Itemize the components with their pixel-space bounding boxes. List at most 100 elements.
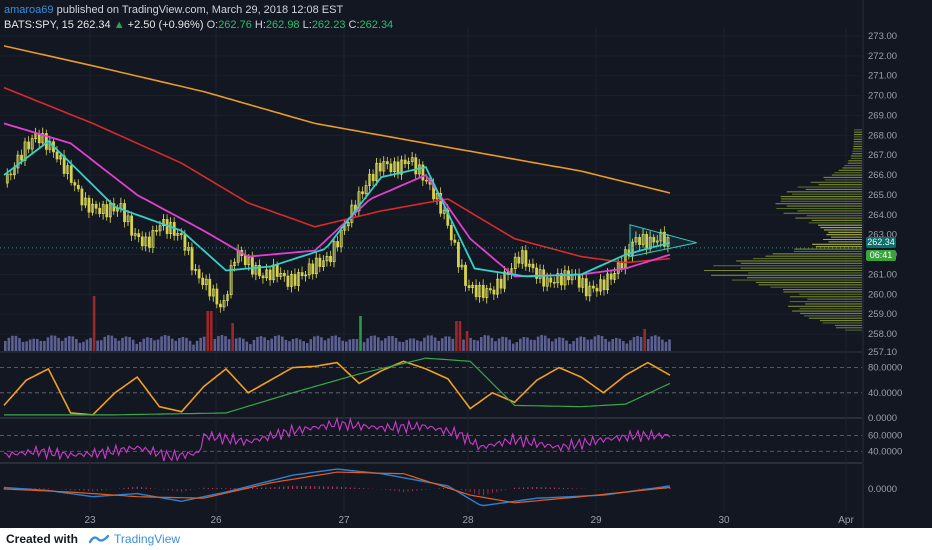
candle-body [101,204,105,215]
stoch-tick-label: 40.0000 [868,388,902,399]
volume-bar [14,335,18,351]
tradingview-brand[interactable]: TradingView [114,532,181,546]
candle-body [215,288,219,305]
volume-bar [60,340,64,351]
volume-bar [107,335,110,351]
candle-body [155,230,158,232]
volume-bar [210,311,213,351]
candle-body [371,173,375,182]
candle-body [460,264,464,268]
symbol-label[interactable]: BATS:SPY, 15 [4,19,74,31]
stoch-tick-label: 80.0000 [868,363,902,374]
volume-bar [234,338,238,351]
price-tick-label: 267.00 [868,150,897,161]
candle-body [318,257,322,267]
candle-body [343,225,347,231]
candle-body [517,256,521,264]
candle-body [357,191,361,212]
candle-body [496,278,499,295]
candle-body [602,279,606,291]
candle-body [442,209,446,214]
volume-bar [547,338,551,351]
candle-body [552,281,556,284]
candle-body [133,233,137,236]
volume-bar [661,339,664,351]
candle-body [98,207,102,215]
price-tick-label: 265.00 [868,190,897,201]
volume-bar [284,339,288,351]
volume-bar [504,337,508,351]
candle-body [393,161,396,173]
volume-bar [32,338,36,351]
x-tick-label: Apr [838,515,854,526]
volume-bar [668,339,671,351]
volume-bar [572,341,575,351]
volume-bar [462,339,465,351]
footer-bar: Created with TradingView [0,528,932,550]
volume-bar [657,336,661,351]
volume-bar [131,339,135,351]
price-badge: 262.34 [866,237,896,248]
candle-body [485,288,489,298]
symbol-header: BATS:SPY, 15 262.34 ▲ +2.50 (+0.96%) O:2… [4,19,393,31]
candle-body [464,264,467,286]
volume-bar [206,311,210,351]
candle-body [126,215,130,223]
open-label: O: [206,19,219,31]
volume-bar [398,341,401,351]
volume-bar [224,336,227,351]
volume-bar [401,342,405,351]
volume-bar [405,339,408,351]
x-tick-label: 23 [84,515,96,526]
volume-bar [53,335,57,351]
volume-bar [89,337,92,351]
last-price: 262.34 [76,19,111,31]
volume-bar [50,335,53,351]
volume-bar [614,337,618,351]
volume-bar [277,335,281,351]
candle-body [638,237,641,245]
candle-body [322,260,325,267]
volume-bar [256,337,259,351]
volume-bar [217,336,220,351]
volume-bar [650,336,654,351]
volume-bar [75,338,78,351]
price-tick-label: 271.00 [868,71,897,82]
volume-bar [263,337,266,351]
volume-bar [430,335,433,351]
volume-bar [192,344,195,351]
volume-bar [629,340,632,351]
volume-bar [384,338,387,351]
chart-svg[interactable]: 23 26 27 28 29 30 Apr 273.00 272.00 271.00 270.00 2… [0,0,932,528]
candle-body [233,261,237,266]
volume-bar [646,339,650,351]
volume-bar [231,323,234,351]
x-tick-label: 29 [590,515,602,526]
volume-bar [330,335,334,351]
published-text: published on TradingView.com, March 29, … [53,4,344,16]
candle-body [194,269,197,271]
candle-body [55,151,59,160]
tradingview-logo-icon[interactable] [88,533,110,545]
volume-bar [174,340,178,351]
volume-bar [142,338,146,351]
volume-bar [437,340,440,351]
volume-bar [28,339,32,351]
candle-body [87,197,91,213]
publisher-name[interactable]: amaroa69 [4,4,54,16]
candle-body [84,197,87,206]
volume-bar [366,338,369,351]
candle-body [265,269,269,279]
volume-bar [110,335,114,351]
volume-bar [202,336,206,351]
candle-body [20,154,23,161]
volume-bar [85,339,89,351]
volume-bar [316,335,320,351]
candle-body [9,173,13,176]
volume-bar [323,340,327,351]
candle-body [581,278,585,288]
candle-body [481,284,485,298]
publish-header: amaroa69 published on TradingView.com, M… [4,4,343,16]
volume-bar [149,337,153,351]
candle-body [41,133,45,144]
